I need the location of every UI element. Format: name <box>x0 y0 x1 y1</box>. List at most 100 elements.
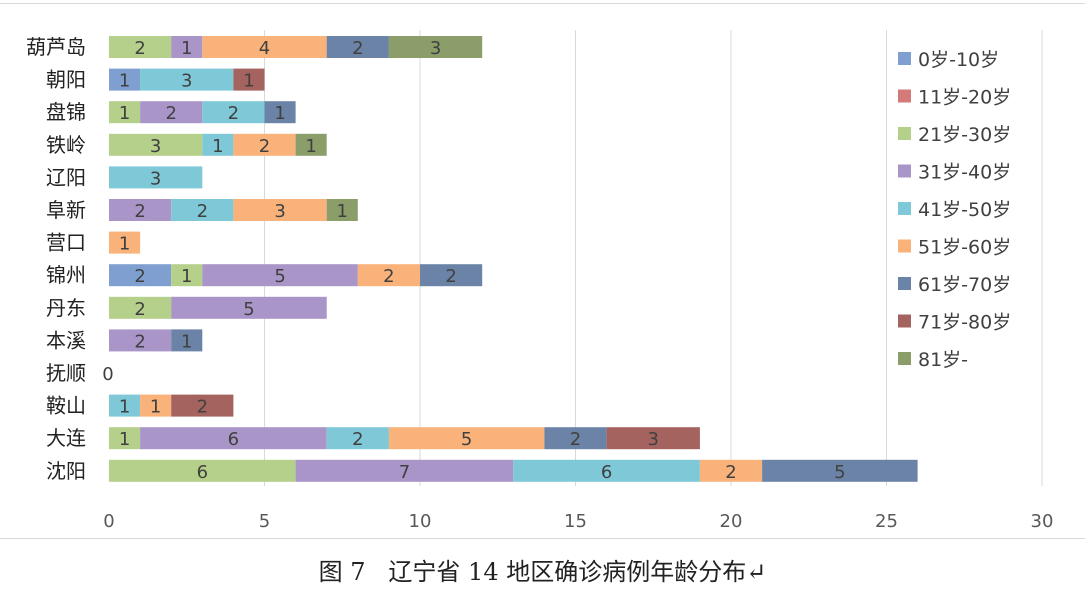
bar-segment <box>420 264 483 287</box>
bar-segment <box>109 427 141 450</box>
bar-segment <box>109 199 172 221</box>
legend-swatch <box>898 127 911 140</box>
data-label: 2 <box>197 397 208 418</box>
stacked-bar-chart: 2 1 4 2 31 3 11 2 2 13 1 2 132 2 3 112 1 5 2 22 52 101 1 21 6 2 5 2… <box>26 30 1053 532</box>
data-label: 2 <box>134 38 145 59</box>
data-label: 3 <box>150 136 161 157</box>
bar-segment <box>140 68 234 91</box>
bar-segment <box>109 264 172 287</box>
category-label: 鞍山 <box>46 394 86 418</box>
legend-swatch <box>898 239 911 253</box>
legend-label: 71岁-80岁 <box>918 312 1011 334</box>
category-label: 大连 <box>46 426 86 450</box>
data-label: 1 <box>305 136 316 157</box>
legend-swatch <box>898 202 911 215</box>
data-label: 2 <box>134 266 145 287</box>
data-label: 2 <box>725 462 736 483</box>
bar-segment <box>109 329 172 352</box>
legend-swatch <box>898 89 911 103</box>
data-label: 5 <box>243 299 254 320</box>
category-label: 阜新 <box>46 198 86 222</box>
data-label: 1 <box>181 331 192 352</box>
bar-segment <box>109 101 141 124</box>
bar-segment <box>171 36 203 58</box>
legend-label: 81岁- <box>918 349 968 371</box>
x-tick-label: 5 <box>259 511 270 532</box>
data-label: 6 <box>228 429 239 450</box>
bar-segment <box>202 133 234 156</box>
data-label: 3 <box>150 168 161 189</box>
bar-segment <box>109 231 141 254</box>
bars: 2 1 4 2 31 3 11 2 2 13 1 2 132 2 3 112 1 5 2 22 52 101 1 21 6 2 5 2… <box>102 36 918 483</box>
data-label: 2 <box>259 136 270 157</box>
data-label: 2 <box>228 103 239 124</box>
legend-swatch <box>898 277 911 290</box>
legend-swatch <box>898 314 911 328</box>
data-label: 0 <box>102 364 113 385</box>
bar-segment <box>109 394 141 417</box>
category-label: 铁岭 <box>46 133 86 157</box>
bar-segment <box>326 36 389 58</box>
bar-segment <box>109 36 172 58</box>
bar-segment <box>295 133 327 156</box>
x-tick-label: 0 <box>103 511 114 532</box>
data-label: 5 <box>834 462 845 483</box>
data-label: 6 <box>197 462 208 483</box>
legend-swatch <box>898 52 911 65</box>
data-label: 1 <box>119 397 130 418</box>
legend-swatch <box>898 164 911 178</box>
bar-segment <box>544 427 607 450</box>
bar-segment <box>140 394 172 417</box>
data-label: 3 <box>648 429 659 450</box>
bar-segment <box>699 459 763 482</box>
data-label: 1 <box>337 201 348 222</box>
data-label: 1 <box>119 429 130 450</box>
data-label: 1 <box>181 266 192 287</box>
data-label: 5 <box>274 266 285 287</box>
bar-segment <box>326 427 389 450</box>
data-label: 2 <box>134 201 145 222</box>
bar-segment <box>109 133 203 156</box>
legend: 0岁-10岁 11岁-20岁 21岁-30岁 31岁-40岁 41岁-50岁 51岁-60… <box>898 49 1011 371</box>
data-label: 4 <box>259 38 270 59</box>
data-label: 7 <box>399 462 410 483</box>
bar-segment <box>388 427 545 450</box>
data-label: 1 <box>181 38 192 59</box>
bar-segment <box>762 459 918 482</box>
bar-segment <box>171 264 203 287</box>
bar-segment <box>233 199 327 221</box>
bar-segment <box>109 166 203 189</box>
data-label: 3 <box>430 38 441 59</box>
bar-segment <box>388 36 483 58</box>
data-label: 1 <box>243 71 254 92</box>
x-tick-label: 10 <box>409 511 432 532</box>
bar-segment <box>326 199 358 221</box>
bar-segment <box>264 101 296 124</box>
category-label: 辽阳 <box>46 165 86 189</box>
data-label: 1 <box>119 103 130 124</box>
data-label: 2 <box>570 429 581 450</box>
legend-label: 21岁-30岁 <box>918 124 1011 146</box>
bar-segment <box>109 296 172 319</box>
bar-segment <box>171 329 203 352</box>
x-tick-labels: 0 5 10 15 20 25 30 <box>103 511 1053 532</box>
data-label: 1 <box>119 234 130 255</box>
legend-label: 11岁-20岁 <box>918 87 1011 109</box>
bar-segment <box>140 101 203 124</box>
category-label: 抚顺 <box>46 361 86 385</box>
legend-swatch <box>898 352 911 365</box>
top-rule <box>0 3 1085 4</box>
bar-segment <box>513 459 700 482</box>
x-tick-label: 25 <box>875 511 898 532</box>
bar-segment <box>606 427 700 450</box>
data-label: 2 <box>165 103 176 124</box>
gridlines <box>264 30 1043 486</box>
data-label: 1 <box>119 71 130 92</box>
category-label: 沈阳 <box>46 459 86 483</box>
bar-segment <box>233 68 265 91</box>
bar-segment <box>171 199 234 221</box>
data-label: 2 <box>352 429 363 450</box>
bar-segment <box>233 133 296 156</box>
data-label: 1 <box>274 103 285 124</box>
category-label: 营口 <box>46 231 86 255</box>
